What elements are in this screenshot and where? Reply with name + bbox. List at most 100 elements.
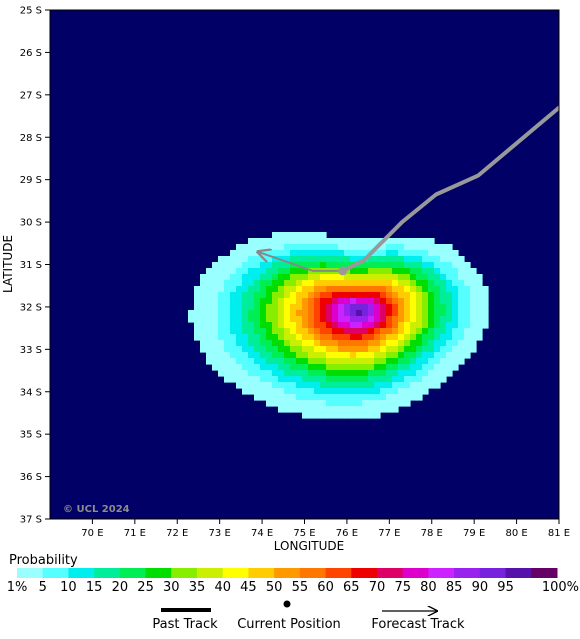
probability-cell <box>314 412 321 419</box>
probability-cell <box>296 238 303 245</box>
probability-cell <box>452 328 459 335</box>
probability-cell <box>362 292 369 299</box>
probability-cell <box>362 334 369 341</box>
probability-cell <box>272 364 279 371</box>
probability-cell <box>332 244 339 251</box>
probability-cell <box>356 370 363 377</box>
probability-cell <box>236 256 243 263</box>
probability-cell <box>476 274 483 281</box>
probability-cell <box>374 406 381 413</box>
probability-cell <box>338 250 345 257</box>
color-bar-segment <box>248 568 275 578</box>
probability-cell <box>230 376 237 383</box>
probability-cell <box>428 262 435 269</box>
probability-cell <box>242 316 249 323</box>
probability-cell <box>224 304 231 311</box>
probability-cell <box>446 370 453 377</box>
probability-cell <box>482 298 489 305</box>
probability-cell <box>410 394 417 401</box>
color-bar-segment <box>119 568 147 578</box>
probability-cell <box>344 352 351 359</box>
probability-cell <box>320 388 327 395</box>
probability-cell <box>392 370 399 377</box>
track-layer <box>258 105 559 276</box>
probability-cell <box>470 304 477 311</box>
probability-cell <box>254 376 261 383</box>
probability-cell <box>326 352 333 359</box>
probability-cell <box>218 358 225 365</box>
probability-cell <box>374 256 381 263</box>
probability-cell <box>410 268 417 275</box>
probability-cell <box>284 250 291 257</box>
probability-cell <box>206 280 213 287</box>
probability-cell <box>350 394 357 401</box>
probability-cell <box>386 340 393 347</box>
probability-cell <box>380 394 387 401</box>
probability-cell <box>320 298 327 305</box>
probability-cell <box>440 370 447 377</box>
probability-cell <box>338 280 345 287</box>
probability-cell <box>368 358 375 365</box>
probability-cell <box>422 364 429 371</box>
probability-cell <box>230 316 237 323</box>
probability-cell <box>464 340 471 347</box>
probability-cell <box>362 244 369 251</box>
probability-cell <box>284 244 291 251</box>
probability-cell <box>302 274 309 281</box>
probability-cell <box>434 316 441 323</box>
probability-cell <box>290 238 297 245</box>
probability-cell <box>260 280 267 287</box>
scale-label: 65 <box>343 580 360 595</box>
probability-cell <box>410 346 417 353</box>
probability-cell <box>446 280 453 287</box>
probability-cell <box>248 268 255 275</box>
probability-cell <box>272 286 279 293</box>
probability-cell <box>320 370 327 377</box>
probability-cell <box>272 262 279 269</box>
color-bar-segment <box>299 568 327 578</box>
probability-cell <box>302 370 309 377</box>
probability-cell <box>380 358 387 365</box>
probability-cell <box>368 316 375 323</box>
probability-cell <box>356 250 363 257</box>
probability-cell <box>332 400 339 407</box>
probability-cell <box>284 358 291 365</box>
probability-cell <box>230 298 237 305</box>
probability-cell <box>362 250 369 257</box>
probability-cell <box>212 280 219 287</box>
probability-cell <box>392 298 399 305</box>
legend-title: Probability <box>9 553 78 568</box>
probability-cell <box>338 256 345 263</box>
probability-cell <box>446 346 453 353</box>
probability-cell <box>374 412 381 419</box>
probability-cell <box>374 298 381 305</box>
probability-cell <box>404 334 411 341</box>
probability-cell <box>344 274 351 281</box>
scale-label: 45 <box>240 580 257 595</box>
probability-cell <box>458 358 465 365</box>
probability-cell <box>386 406 393 413</box>
probability-cell <box>338 394 345 401</box>
scale-label: 100% <box>542 580 579 595</box>
probability-cell <box>350 370 357 377</box>
probability-cell <box>260 358 267 365</box>
probability-cell <box>332 364 339 371</box>
probability-cell <box>290 244 297 251</box>
probability-cell <box>248 340 255 347</box>
probability-cell <box>272 256 279 263</box>
probability-cell <box>224 316 231 323</box>
probability-cell <box>332 388 339 395</box>
probability-cell <box>308 286 315 293</box>
probability-cell <box>422 322 429 329</box>
probability-cell <box>308 328 315 335</box>
probability-cell <box>374 250 381 257</box>
probability-cell <box>236 286 243 293</box>
probability-cell <box>428 298 435 305</box>
probability-cell <box>320 340 327 347</box>
probability-cell <box>344 364 351 371</box>
probability-cell <box>194 322 201 329</box>
probability-cell <box>356 340 363 347</box>
probability-cell <box>332 352 339 359</box>
probability-cell <box>254 334 261 341</box>
probability-cell <box>332 238 339 245</box>
